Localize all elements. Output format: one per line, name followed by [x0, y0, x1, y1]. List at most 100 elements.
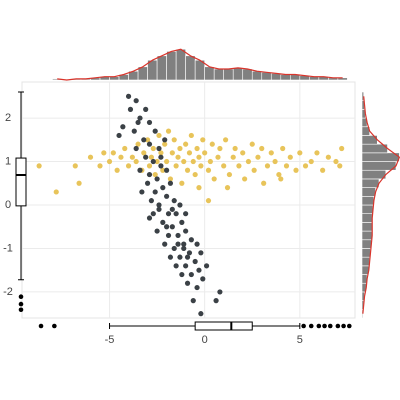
point: [179, 180, 185, 186]
point: [198, 163, 204, 169]
outlier: [301, 323, 306, 329]
point: [198, 311, 204, 317]
point: [141, 150, 147, 156]
point: [148, 154, 154, 160]
point: [184, 254, 191, 260]
point: [200, 137, 206, 143]
histogram-bar: [242, 68, 253, 81]
point: [129, 154, 135, 160]
point: [154, 158, 160, 165]
point: [133, 98, 139, 104]
point: [116, 132, 122, 139]
point: [175, 241, 181, 247]
point: [114, 167, 120, 173]
point: [333, 158, 339, 165]
histogram-bar: [280, 74, 291, 81]
point: [198, 250, 204, 256]
box: [194, 321, 253, 331]
point: [160, 167, 166, 173]
point: [183, 263, 189, 269]
point: [169, 206, 175, 212]
point: [165, 232, 172, 239]
point: [158, 150, 164, 156]
point: [167, 176, 174, 182]
point: [183, 141, 189, 147]
point: [283, 163, 290, 169]
point: [141, 137, 147, 143]
outlier: [38, 323, 44, 329]
point: [280, 145, 286, 152]
point: [131, 128, 137, 134]
outlier: [335, 323, 341, 329]
histogram-bar: [204, 66, 215, 81]
y-tick-label: 0: [5, 199, 11, 211]
point: [196, 185, 202, 191]
point: [158, 154, 164, 160]
point: [125, 93, 132, 99]
histogram-bar: [175, 48, 186, 81]
point: [183, 211, 189, 217]
point: [171, 198, 177, 204]
point: [236, 163, 242, 169]
outlier: [322, 323, 327, 329]
point: [146, 215, 153, 221]
point: [223, 137, 229, 143]
point: [122, 145, 128, 152]
point: [135, 119, 141, 126]
point: [133, 158, 139, 165]
point: [179, 219, 185, 225]
point: [194, 284, 200, 291]
histogram-bar: [361, 91, 365, 101]
point: [152, 189, 158, 195]
point: [177, 254, 183, 260]
point: [144, 180, 151, 186]
point: [162, 141, 168, 147]
point: [314, 150, 320, 156]
y-tick-label: 1: [5, 155, 11, 167]
point: [160, 219, 166, 225]
point: [297, 150, 303, 156]
point: [160, 185, 166, 191]
histogram-bar: [361, 222, 373, 232]
histogram-bar: [270, 73, 282, 81]
outlier: [316, 323, 322, 329]
point: [87, 154, 94, 160]
point: [302, 163, 309, 169]
histogram-bar: [361, 204, 374, 214]
point: [146, 163, 153, 169]
point: [164, 167, 170, 173]
point: [125, 163, 132, 169]
point: [181, 241, 187, 247]
point: [146, 171, 153, 178]
x-tick-label: 5: [297, 334, 303, 346]
point: [192, 258, 198, 265]
point: [264, 163, 271, 169]
point: [156, 132, 162, 139]
box: [15, 157, 27, 207]
point: [150, 158, 156, 165]
point: [173, 163, 179, 169]
point: [183, 228, 189, 234]
point: [165, 211, 172, 217]
point: [177, 202, 183, 208]
point: [175, 232, 181, 239]
x-tick-label: 0: [202, 334, 208, 346]
point: [325, 154, 331, 160]
point: [179, 271, 185, 278]
point: [154, 176, 160, 182]
point: [213, 298, 219, 304]
point: [287, 154, 293, 160]
point: [337, 163, 343, 169]
point: [192, 171, 198, 178]
y-tick-label: -2: [3, 286, 13, 298]
point: [148, 198, 154, 204]
point: [221, 163, 227, 169]
outlier: [18, 301, 24, 307]
point: [196, 154, 202, 160]
histogram-bar: [361, 196, 375, 206]
point: [249, 141, 255, 147]
outlier: [346, 323, 352, 329]
point: [175, 154, 181, 160]
histogram-bar: [361, 169, 387, 180]
